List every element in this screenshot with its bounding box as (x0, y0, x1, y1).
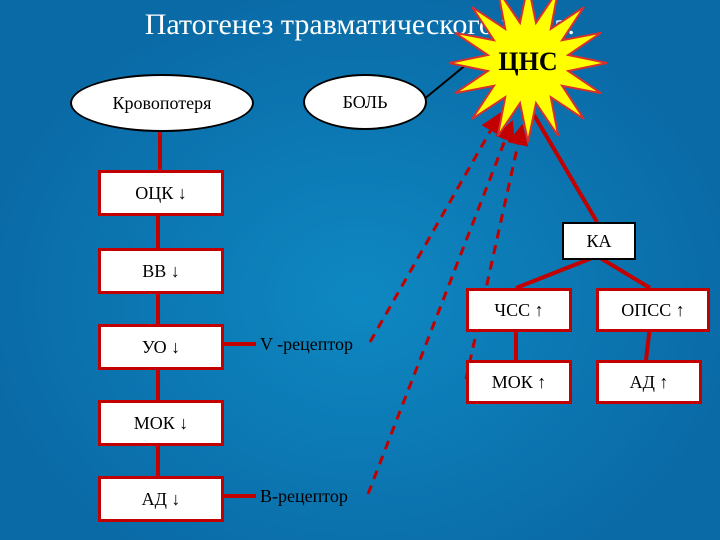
node-pain: БОЛЬ (303, 74, 427, 130)
node-blood-loss: Кровопотеря (70, 74, 254, 132)
node-ad: АД ↓ (98, 476, 224, 522)
node-ock: ОЦК ↓ (98, 170, 224, 216)
node-uo: УО ↓ (98, 324, 224, 370)
node-mok: МОК ↓ (98, 400, 224, 446)
node-ka: КА (562, 222, 636, 260)
label-v-receptor: V -рецептор (260, 334, 353, 355)
node-cns-label: ЦНС (488, 47, 568, 77)
node-ad-up: АД ↑ (596, 360, 702, 404)
node-chss: ЧСС ↑ (466, 288, 572, 332)
label-b-receptor: В-рецептор (260, 486, 348, 507)
node-mok-up: МОК ↑ (466, 360, 572, 404)
node-vv: ВВ ↓ (98, 248, 224, 294)
node-opss: ОПСС ↑ (596, 288, 710, 332)
